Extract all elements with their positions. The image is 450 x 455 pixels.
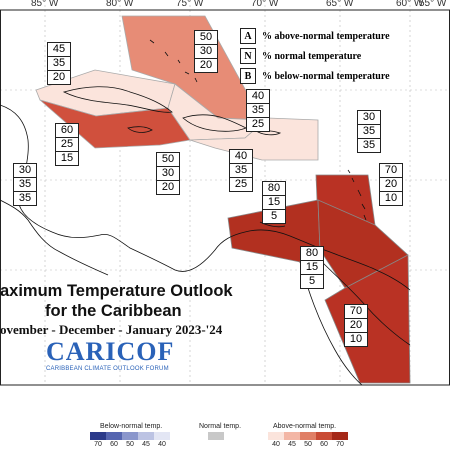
above-normal-tick-label: 50 (304, 441, 312, 448)
legend-row-below: B % below-normal temperature (240, 66, 445, 86)
prob-box-cuba-west: 45 35 20 (47, 42, 71, 85)
legend-text: % below-normal temperature (262, 70, 390, 82)
prob-box-trinidad: 80 15 5 (300, 246, 324, 289)
below-normal-tick-label: 40 (158, 441, 166, 448)
below-normal-swatch (154, 432, 170, 440)
below-normal-tick-label: 60 (110, 441, 118, 448)
prob-below: 5 (308, 275, 316, 287)
below-normal-tick-label: 50 (126, 441, 134, 448)
prob-below: 25 (251, 118, 265, 130)
prob-normal: 25 (56, 138, 78, 152)
prob-above: 50 (157, 153, 179, 167)
prob-box-jamaica: 50 30 20 (156, 152, 180, 195)
prob-above: 50 (195, 31, 217, 45)
longitude-label: 55° W (419, 0, 447, 9)
above-normal-swatch (316, 432, 332, 440)
prob-above: 80 (263, 182, 285, 196)
prob-above: 40 (230, 150, 252, 164)
below-normal-scale-label: Below-normal temp. (100, 423, 163, 430)
prob-below: 15 (60, 152, 74, 164)
prob-normal: 30 (157, 167, 179, 181)
prob-box-guianas: 70 20 10 (344, 304, 368, 347)
above-normal-scale-label: Above-normal temp. (273, 423, 337, 430)
below-normal-swatch (90, 432, 106, 440)
legend-row-normal: N % normal temperature (240, 46, 445, 66)
prob-above: 70 (345, 305, 367, 319)
below-normal-swatch (138, 432, 154, 440)
below-normal-swatch (106, 432, 122, 440)
prob-below: 10 (349, 333, 363, 345)
legend-text: % normal temperature (262, 50, 362, 62)
prob-box-bahamas-north: 50 30 20 (194, 30, 218, 73)
map-title: aximum Temperature Outlook (0, 282, 233, 300)
above-normal-tick-label: 70 (336, 441, 344, 448)
longitude-label: 65° W (326, 0, 354, 9)
above-normal-swatch (332, 432, 348, 440)
prob-box-lesser-antilles: 70 20 10 (379, 163, 403, 206)
prob-below: 35 (362, 139, 376, 151)
prob-below: 10 (384, 192, 398, 204)
above-normal-swatch (284, 432, 300, 440)
longitude-label: 85° W (31, 0, 59, 9)
prob-above: 40 (247, 90, 269, 104)
prob-below: 35 (18, 192, 32, 204)
above-normal-tick-label: 45 (288, 441, 296, 448)
region-hispaniola-south (189, 117, 319, 161)
prob-normal: 30 (195, 45, 217, 59)
legend-row-above: A % above-normal temperature (240, 26, 445, 46)
prob-above: 70 (380, 164, 402, 178)
legend-letter: A (240, 28, 256, 44)
prob-normal: 20 (345, 319, 367, 333)
prob-below: 20 (199, 59, 213, 71)
prob-box-bermuda-east: 30 35 35 (357, 110, 381, 153)
longitude-label: 75° W (176, 0, 204, 9)
legend-letter: B (240, 68, 256, 84)
prob-normal: 35 (247, 104, 269, 118)
prob-normal: 35 (48, 57, 70, 71)
below-normal-tick-label: 45 (142, 441, 150, 448)
caricof-logo: CARICOF (46, 337, 175, 366)
above-normal-swatch (300, 432, 316, 440)
prob-box-hispaniola-south: 40 35 25 (229, 149, 253, 192)
prob-below: 25 (234, 178, 248, 190)
below-normal-tick-label: 70 (94, 441, 102, 448)
longitude-label: 60° W (396, 0, 424, 9)
prob-above: 30 (14, 164, 36, 178)
below-normal-swatch (122, 432, 138, 440)
prob-above: 45 (48, 43, 70, 57)
above-normal-swatch (268, 432, 284, 440)
legend-text: % above-normal temperature (262, 30, 390, 42)
prob-above: 80 (301, 247, 323, 261)
prob-box-abc-islands: 80 15 5 (262, 181, 286, 224)
above-normal-tick-label: 60 (320, 441, 328, 448)
prob-box-cuba-central: 60 25 15 (55, 123, 79, 166)
normal-scale-label: Normal temp. (199, 423, 242, 430)
probability-legend: A % above-normal temperature N % normal … (240, 26, 445, 86)
prob-box-belize: 30 35 35 (13, 163, 37, 206)
prob-below: 20 (52, 71, 66, 83)
prob-above: 60 (56, 124, 78, 138)
outlook-period: ovember - December - January 2023-'24 (0, 322, 223, 337)
prob-box-hispaniola-north: 40 35 25 (246, 89, 270, 132)
prob-normal: 15 (301, 261, 323, 275)
above-normal-tick-label: 40 (272, 441, 280, 448)
prob-below: 5 (270, 210, 278, 222)
prob-above: 30 (358, 111, 380, 125)
longitude-label: 70° W (251, 0, 279, 9)
prob-below: 20 (161, 181, 175, 193)
prob-normal: 35 (230, 164, 252, 178)
longitude-label: 80° W (106, 0, 134, 9)
prob-normal: 20 (380, 178, 402, 192)
map-title-line2: for the Caribbean (45, 302, 182, 320)
normal-swatch (208, 432, 224, 440)
caricof-subtitle: CARIBBEAN CLIMATE OUTLOOK FORUM (46, 366, 169, 372)
prob-normal: 35 (358, 125, 380, 139)
prob-normal: 35 (14, 178, 36, 192)
legend-letter: N (240, 48, 256, 64)
prob-normal: 15 (263, 196, 285, 210)
